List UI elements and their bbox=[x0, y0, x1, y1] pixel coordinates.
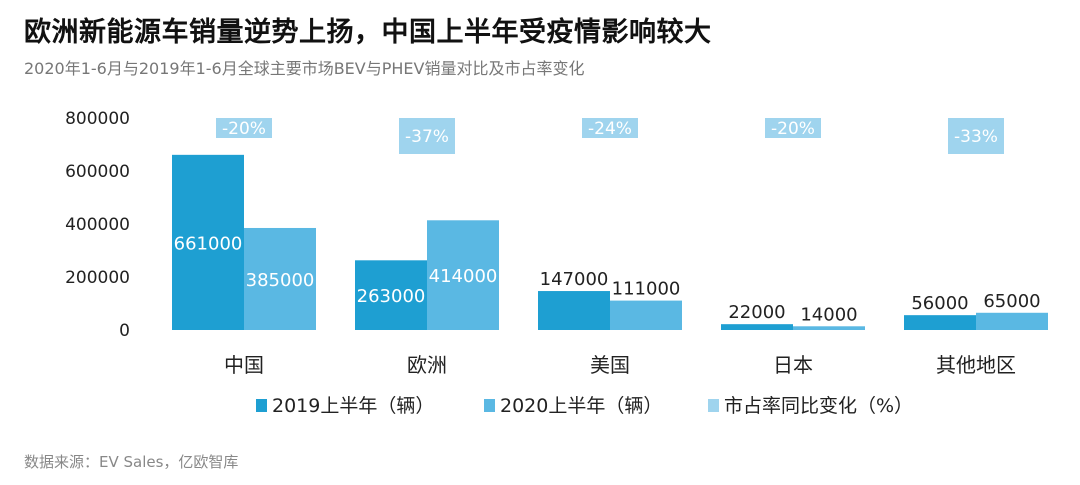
bar-value-label: 414000 bbox=[429, 266, 498, 287]
bar-value-label: 22000 bbox=[728, 302, 785, 323]
category-label: 欧洲 bbox=[407, 353, 447, 377]
share-change-label: -20% bbox=[222, 119, 266, 139]
category-label: 其他地区 bbox=[936, 353, 1016, 377]
bar-value-label: 661000 bbox=[174, 233, 243, 254]
bar bbox=[610, 300, 682, 330]
bar-value-label: 147000 bbox=[540, 269, 609, 290]
bar bbox=[427, 220, 499, 330]
share-change-box bbox=[399, 118, 455, 154]
share-change-label: -24% bbox=[588, 119, 632, 139]
bar bbox=[904, 315, 976, 330]
bar bbox=[793, 326, 865, 330]
y-tick-label: 400000 bbox=[65, 215, 130, 235]
legend-swatch bbox=[256, 399, 267, 412]
share-change-box bbox=[216, 118, 272, 138]
y-tick-label: 0 bbox=[119, 321, 130, 341]
bar-value-label: 385000 bbox=[246, 270, 315, 291]
bar-value-label: 56000 bbox=[911, 293, 968, 314]
legend-swatch bbox=[708, 399, 719, 412]
share-change-label: -37% bbox=[405, 127, 449, 147]
chart-subtitle: 2020年1-6月与2019年1-6月全球主要市场BEV与PHEV销量对比及市占… bbox=[24, 59, 585, 78]
bar bbox=[355, 260, 427, 330]
bar bbox=[538, 291, 610, 330]
bar bbox=[172, 154, 244, 330]
category-label: 美国 bbox=[590, 353, 630, 377]
share-change-box bbox=[765, 118, 821, 138]
share-change-box bbox=[582, 118, 638, 138]
y-tick-label: 600000 bbox=[65, 162, 130, 182]
category-label: 中国 bbox=[224, 353, 264, 377]
legend-label: 2019上半年（辆） bbox=[272, 395, 434, 417]
bar-value-label: 65000 bbox=[983, 291, 1040, 312]
legend-swatch bbox=[484, 399, 495, 412]
y-tick-label: 200000 bbox=[65, 268, 130, 288]
share-change-box bbox=[948, 118, 1004, 154]
data-source: 数据来源：EV Sales，亿欧智库 bbox=[24, 453, 239, 471]
bar bbox=[244, 227, 316, 330]
y-tick-label: 800000 bbox=[65, 109, 130, 129]
bar-value-label: 111000 bbox=[612, 279, 681, 300]
legend-label: 市占率同比变化（%） bbox=[724, 395, 913, 417]
bar-value-label: 263000 bbox=[357, 286, 426, 307]
legend-label: 2020上半年（辆） bbox=[500, 395, 662, 417]
share-change-label: -33% bbox=[954, 127, 998, 147]
category-label: 日本 bbox=[773, 353, 813, 377]
bar bbox=[721, 324, 793, 330]
bar-value-label: 14000 bbox=[800, 304, 857, 325]
share-change-label: -20% bbox=[771, 119, 815, 139]
chart-title: 欧洲新能源车销量逆势上扬，中国上半年受疫情影响较大 bbox=[24, 17, 712, 48]
bar bbox=[976, 312, 1048, 330]
